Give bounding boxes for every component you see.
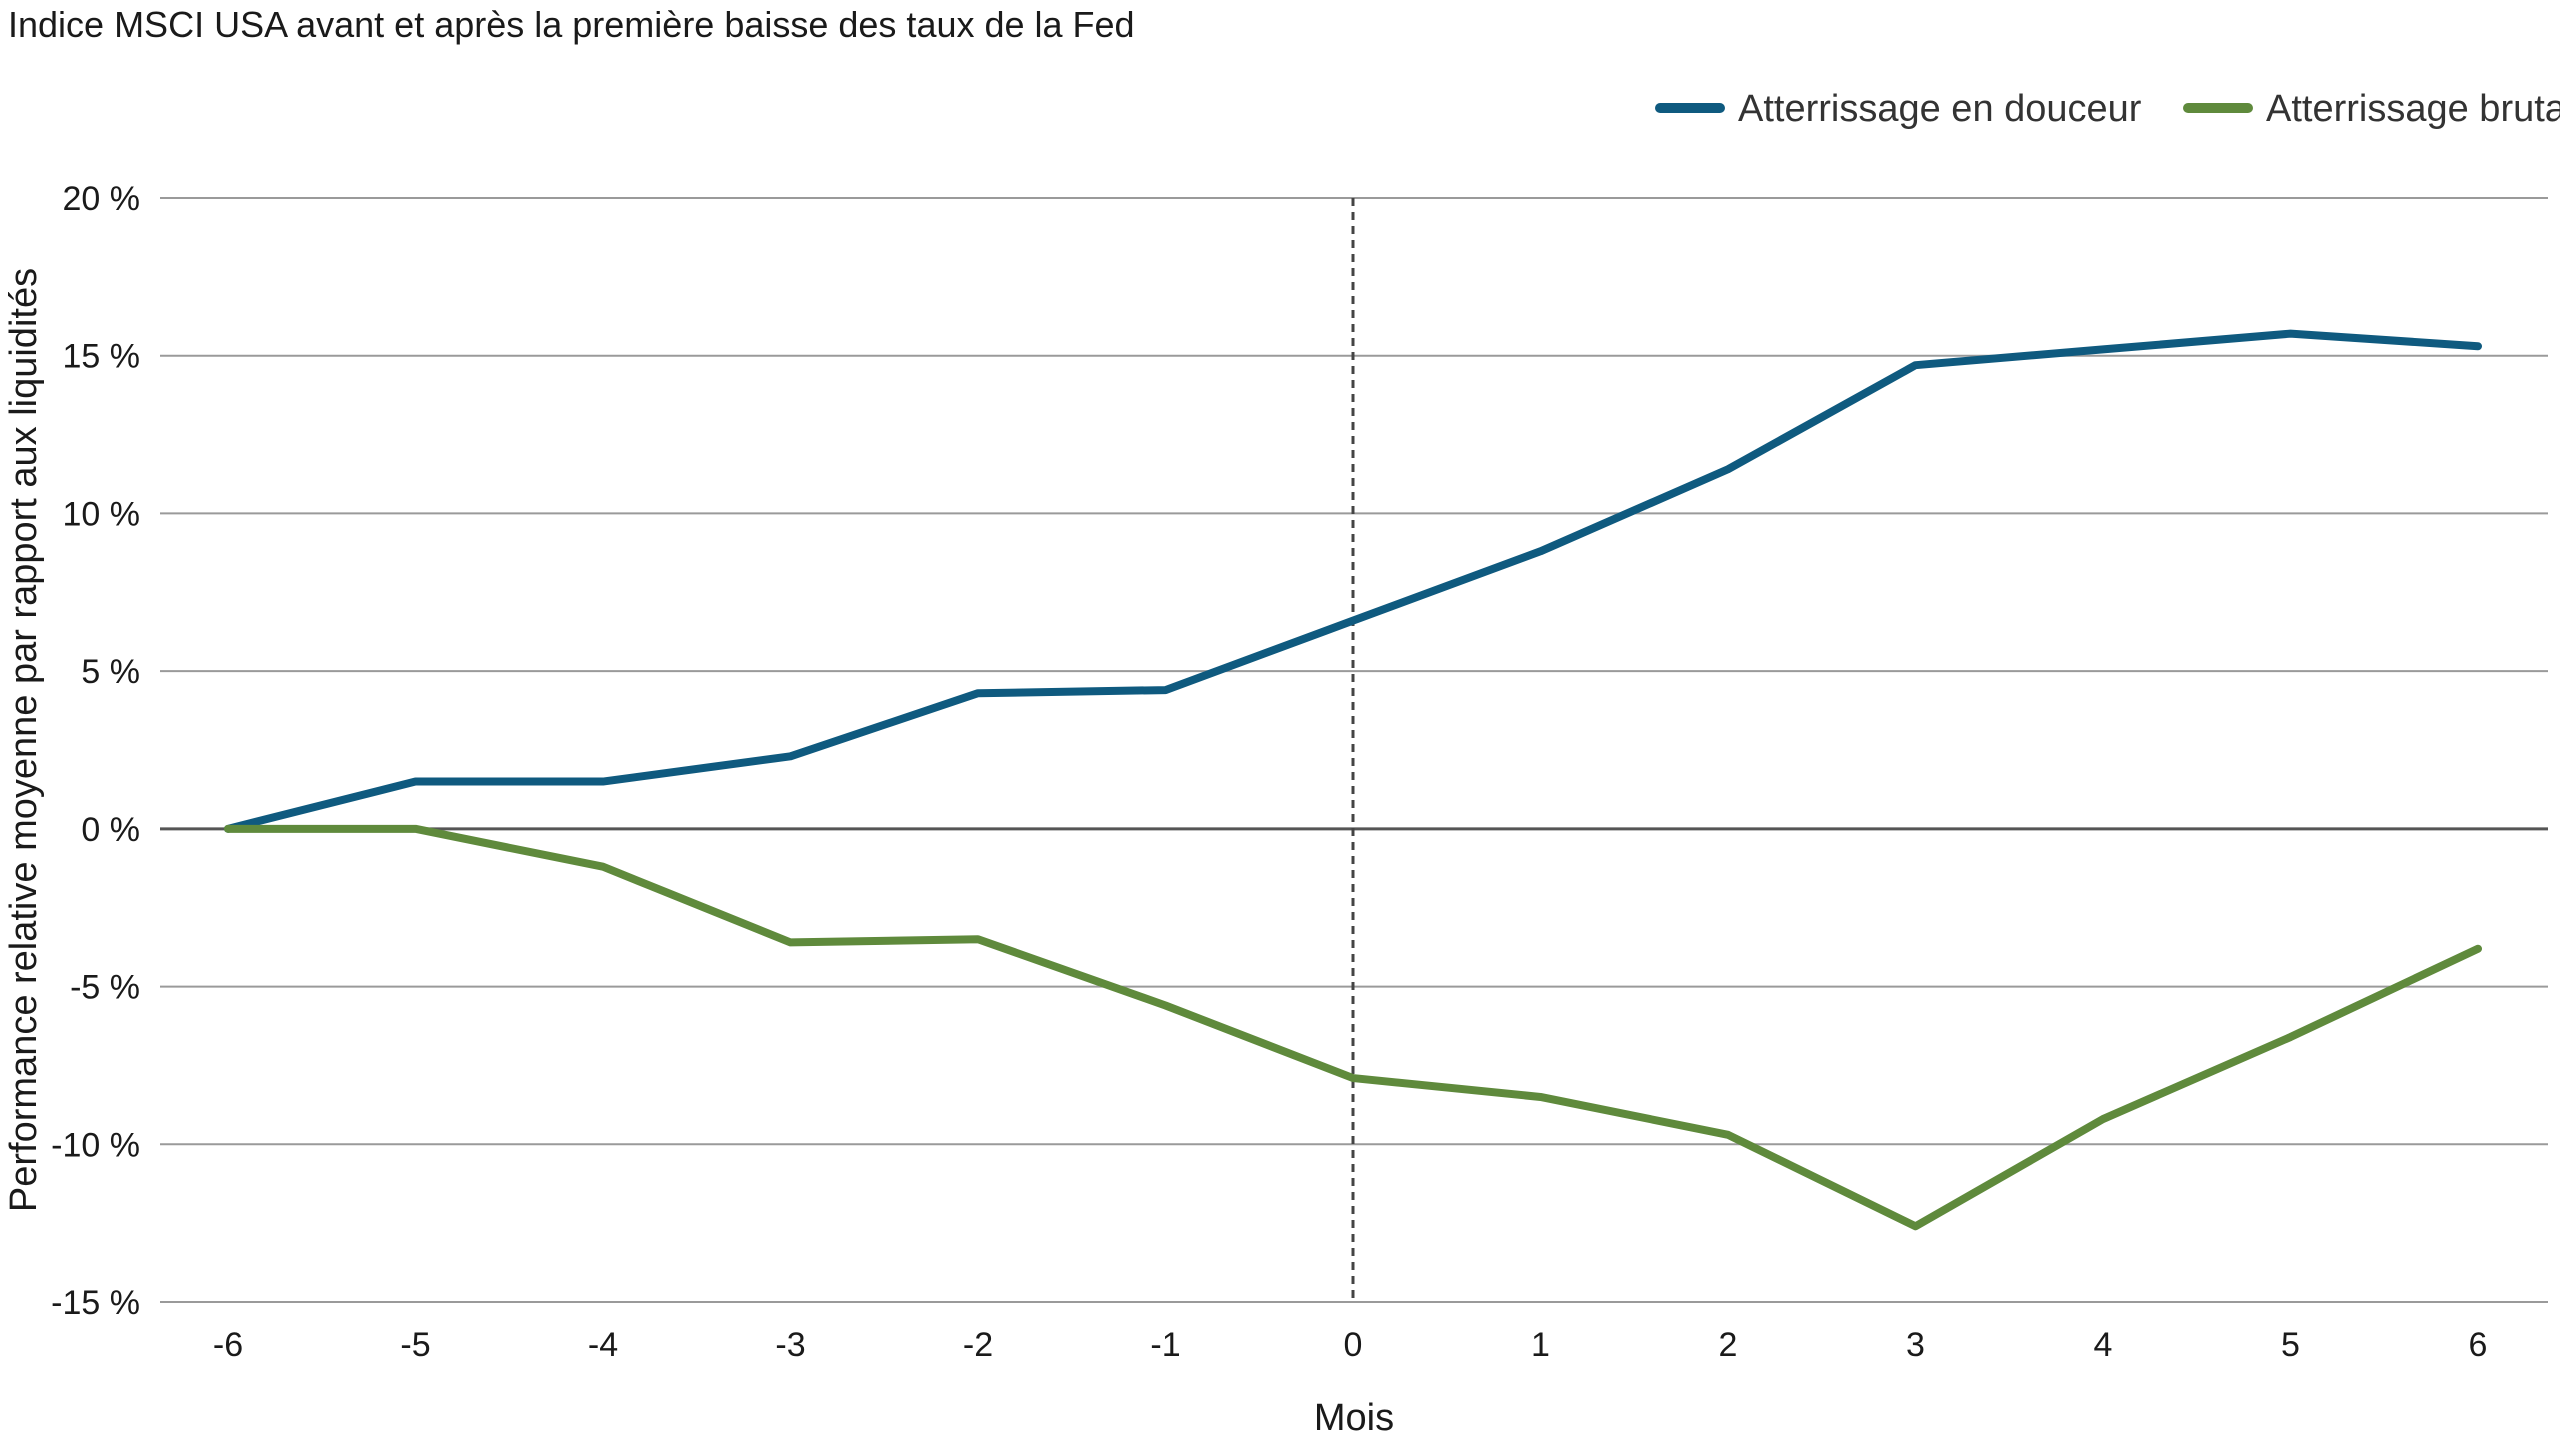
x-tick-label: 3 [1906, 1326, 1925, 1364]
x-tick-label: 6 [2469, 1326, 2488, 1364]
series-lines [224, 329, 2482, 1231]
x-tick-label: -2 [963, 1326, 993, 1364]
x-tick-label: -3 [775, 1326, 805, 1364]
x-tick-label: -4 [588, 1326, 618, 1364]
x-axis-ticks: -6 -5 -4 -3 -2 -1 0 1 2 3 4 5 6 [213, 1326, 2488, 1364]
y-axis-title: Performance relative moyenne par rapport… [3, 268, 45, 1212]
y-tick-label: -10 % [51, 1126, 140, 1164]
x-tick-label: -1 [1150, 1326, 1180, 1364]
y-tick-label: 15 % [63, 338, 141, 376]
legend: Atterrissage en douceur Atterrissage brut… [1655, 88, 2560, 130]
y-tick-label: 5 % [81, 653, 140, 691]
y-tick-label: -5 % [70, 969, 140, 1007]
series-line-2 [224, 824, 2482, 1231]
chart-title: Indice MSCI USA avant et après la premiè… [8, 4, 1135, 45]
x-tick-label: 1 [1531, 1326, 1550, 1364]
x-tick-label: -6 [213, 1326, 243, 1364]
x-tick-label: -5 [400, 1326, 430, 1364]
y-tick-label: 0 % [81, 811, 140, 849]
x-tick-label: 5 [2281, 1326, 2300, 1364]
x-tick-label: 4 [2094, 1326, 2113, 1364]
y-axis-ticks: 20 % 15 % 10 % 5 % 0 % -5 % -10 % -15 % [51, 180, 140, 1322]
x-tick-label: 0 [1344, 1326, 1363, 1364]
series-line-1 [224, 329, 2482, 833]
y-tick-label: 20 % [63, 180, 141, 218]
y-tick-label: 10 % [63, 495, 141, 533]
x-tick-label: 2 [1719, 1326, 1738, 1364]
y-tick-label: -15 % [51, 1284, 140, 1322]
x-axis-title: Mois [1314, 1397, 1394, 1439]
legend-label: Atterrissage brutal [2266, 88, 2560, 130]
legend-label: Atterrissage en douceur [1738, 88, 2142, 130]
